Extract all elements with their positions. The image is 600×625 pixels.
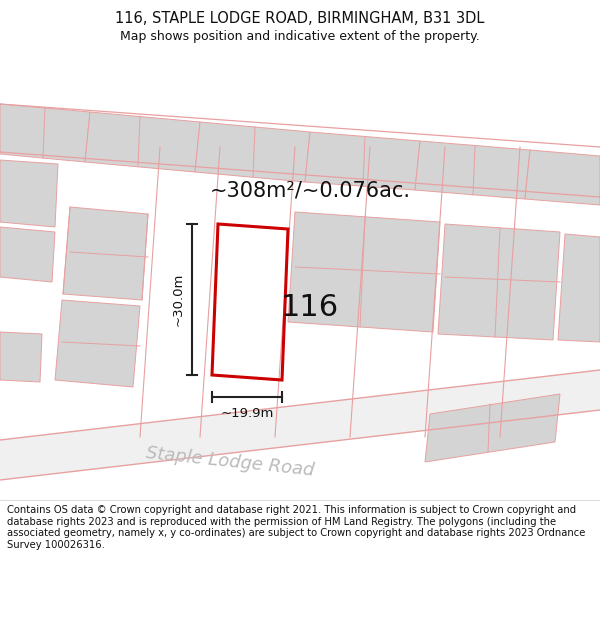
Text: Map shows position and indicative extent of the property.: Map shows position and indicative extent…	[120, 30, 480, 43]
Polygon shape	[63, 207, 148, 300]
Text: ~308m²/~0.076ac.: ~308m²/~0.076ac.	[210, 180, 411, 200]
Text: Staple Lodge Road: Staple Lodge Road	[145, 444, 315, 480]
Polygon shape	[195, 122, 310, 182]
Polygon shape	[415, 141, 530, 199]
Polygon shape	[0, 370, 600, 480]
Text: Contains OS data © Crown copyright and database right 2021. This information is : Contains OS data © Crown copyright and d…	[7, 505, 586, 550]
Polygon shape	[288, 212, 440, 332]
Polygon shape	[0, 332, 42, 382]
Polygon shape	[0, 160, 58, 227]
Polygon shape	[85, 112, 200, 172]
Polygon shape	[55, 300, 140, 387]
Text: 116: 116	[281, 292, 339, 321]
Text: ~30.0m: ~30.0m	[172, 272, 185, 326]
Polygon shape	[305, 132, 420, 190]
Polygon shape	[0, 227, 55, 282]
Text: 116, STAPLE LODGE ROAD, BIRMINGHAM, B31 3DL: 116, STAPLE LODGE ROAD, BIRMINGHAM, B31 …	[115, 11, 485, 26]
Polygon shape	[525, 150, 600, 205]
Polygon shape	[425, 394, 560, 462]
Polygon shape	[0, 104, 90, 162]
Polygon shape	[438, 224, 560, 340]
Text: ~19.9m: ~19.9m	[220, 407, 274, 420]
Polygon shape	[558, 234, 600, 342]
